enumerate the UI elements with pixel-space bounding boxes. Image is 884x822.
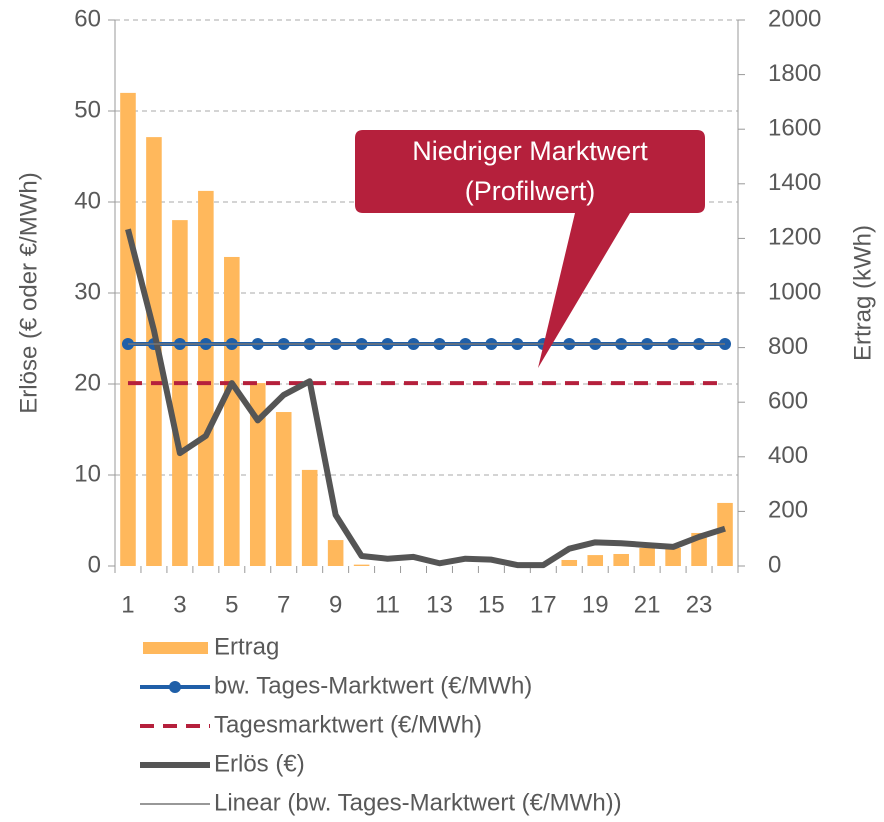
bar — [249, 383, 266, 566]
legend-swatch — [143, 642, 208, 654]
legend-label: Ertrag — [214, 633, 279, 660]
x-tick-label: 11 — [375, 591, 400, 618]
y2-tick-label: 2000 — [768, 5, 821, 32]
callout — [355, 130, 705, 368]
legend-label: Tagesmarktwert (€/MWh) — [214, 711, 482, 738]
bar — [275, 412, 292, 566]
legend-label: bw. Tages-Marktwert (€/MWh) — [214, 672, 532, 699]
y2-tick-label: 200 — [768, 497, 808, 524]
y2-tick-label: 600 — [768, 388, 808, 415]
bar — [327, 540, 344, 566]
legend-label: Linear (bw. Tages-Marktwert (€/MWh)) — [214, 789, 622, 816]
line — [125, 228, 726, 569]
bar — [172, 220, 188, 566]
annotation: Niedriger Marktwert — [412, 136, 648, 166]
x-tick-label: 7 — [277, 591, 290, 618]
y-tick-label: 30 — [74, 278, 101, 305]
bar — [198, 190, 214, 566]
y2-tick-label: 0 — [768, 551, 781, 578]
x-tick-label: 3 — [173, 591, 186, 618]
bar — [146, 137, 162, 566]
y2-tick-label: 1000 — [768, 278, 821, 305]
y2-tick-label: 1600 — [768, 115, 821, 142]
x-tick-label: 5 — [225, 591, 238, 618]
y2-tick-label: 400 — [768, 442, 808, 469]
y2-tick-label: 1400 — [768, 169, 821, 196]
y2-axis-title: Ertrag (kWh) — [849, 225, 876, 361]
bar — [224, 256, 240, 566]
bar — [665, 547, 681, 566]
y2-tick-label: 1200 — [768, 224, 821, 251]
legend-label: Erlös (€) — [214, 750, 305, 777]
y-tick-label: 20 — [74, 369, 101, 396]
bar — [301, 469, 318, 566]
y-tick-label: 50 — [74, 96, 101, 123]
x-tick-label: 13 — [426, 591, 453, 618]
x-tick-label: 21 — [634, 591, 661, 618]
bar — [561, 559, 578, 566]
y-tick-label: 10 — [74, 460, 101, 487]
x-tick-label: 23 — [686, 591, 713, 618]
x-tick-label: 9 — [329, 591, 342, 618]
marker — [121, 337, 134, 350]
y-tick-label: 40 — [74, 187, 101, 214]
x-tick-label: 15 — [478, 591, 505, 618]
bar — [353, 564, 370, 566]
y-tick-label: 60 — [74, 5, 101, 32]
y2-tick-label: 1800 — [768, 60, 821, 87]
bar — [639, 547, 655, 566]
bar — [587, 555, 604, 566]
legend-marker — [169, 681, 181, 693]
bar — [717, 502, 733, 566]
y2-tick-label: 800 — [768, 333, 808, 360]
y-tick-label: 0 — [88, 551, 101, 578]
bar — [613, 553, 629, 566]
x-tick-label: 19 — [582, 591, 609, 618]
annotation: (Profilwert) — [465, 176, 596, 206]
x-tick-label: 1 — [121, 591, 134, 618]
x-tick-label: 17 — [530, 591, 557, 618]
bar — [120, 92, 136, 567]
y-axis-title: Erlöse (€ oder €/MWh) — [15, 172, 42, 413]
